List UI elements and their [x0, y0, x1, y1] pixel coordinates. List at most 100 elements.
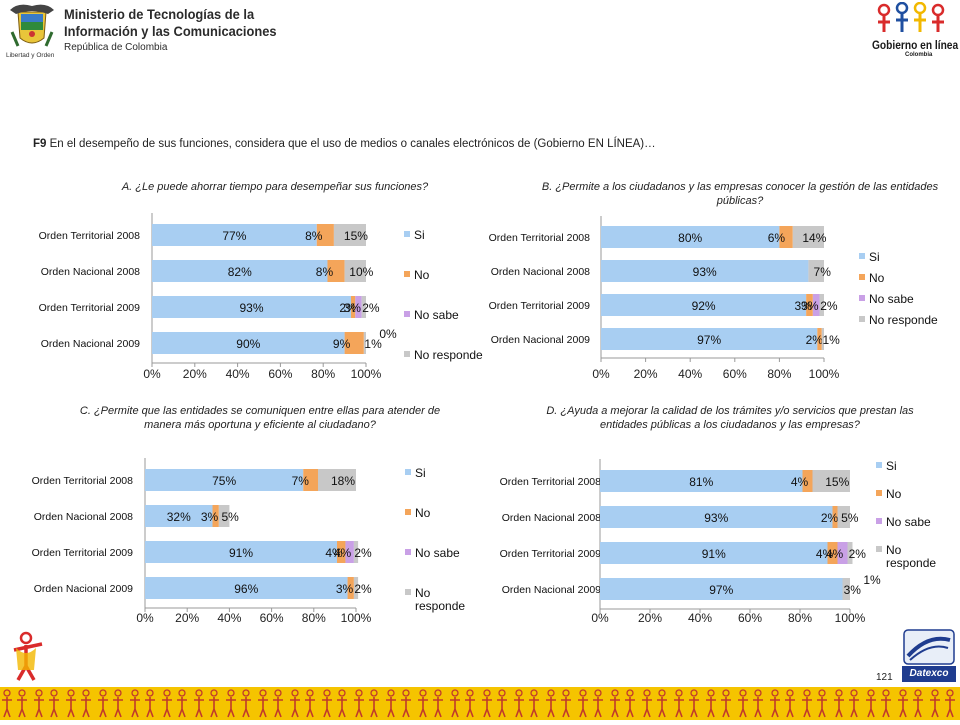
- legend-label: Si: [869, 250, 880, 264]
- legend-swatch: [876, 462, 882, 468]
- x-tick-label: 100%: [351, 367, 382, 381]
- legend-swatch: [404, 271, 410, 277]
- data-label: 96%: [234, 582, 258, 596]
- bar-segment-si: [145, 577, 348, 599]
- legend-swatch: [405, 549, 411, 555]
- legend-label: No: [414, 268, 430, 282]
- company-name: Datexco: [902, 666, 956, 682]
- bar-segment-no-responde: [812, 470, 850, 492]
- legend-swatch: [876, 490, 882, 496]
- data-label: 93%: [239, 301, 263, 315]
- x-tick-label: 80%: [767, 367, 791, 381]
- bar-segment-no: [817, 328, 822, 350]
- question-body: En el desempeño de sus funciones, consid…: [49, 138, 656, 150]
- x-tick-label: 0%: [136, 611, 154, 625]
- gobierno-en-linea-logo-icon: [877, 2, 945, 32]
- chart-d-title: D. ¿Ayuda a mejorar la calidad de los tr…: [546, 405, 914, 431]
- data-label: 3%: [336, 582, 354, 596]
- ministry-logo: Ministerio de Tecnologías de la Informac…: [4, 2, 277, 62]
- legend-swatch: [876, 546, 882, 552]
- legend-swatch: [405, 509, 411, 515]
- footer-band: [0, 687, 960, 720]
- legend-label: No: [869, 271, 885, 285]
- x-tick-label: 60%: [268, 367, 292, 381]
- data-label: 3%: [794, 299, 812, 313]
- motto: Libertad y Orden: [6, 52, 55, 59]
- data-label: 3%: [801, 299, 819, 313]
- bar-segment-si: [152, 296, 352, 318]
- legend-label: No responde: [414, 348, 483, 362]
- data-label: 97%: [709, 583, 733, 597]
- chart-a: 0% 20% 40% 60% 80% 100% Orden Territorial 2008…: [39, 213, 483, 381]
- data-label: 1%: [863, 573, 881, 587]
- bar-segment-no: [827, 542, 838, 564]
- category-label: Orden Territorial 2008: [39, 230, 141, 242]
- data-label: 2%: [339, 301, 357, 315]
- data-label: 81%: [689, 475, 713, 489]
- bar-segment-no: [832, 506, 838, 528]
- legend-swatch: [404, 231, 410, 237]
- brand-country: Colombia: [905, 52, 933, 58]
- ministry-country: República de Colombia: [64, 42, 168, 53]
- category-label: Orden Nacional 2008: [34, 511, 133, 523]
- x-tick-label: 60%: [723, 367, 747, 381]
- bar-segment-no-responde: [837, 506, 850, 528]
- data-label: 75%: [212, 474, 236, 488]
- ministry-name-line1: Ministerio de Tecnologías de la: [64, 6, 255, 22]
- data-label: 2%: [806, 333, 824, 347]
- page-number: 121: [876, 672, 893, 683]
- data-label: 92%: [692, 299, 716, 313]
- legend-label: Si: [415, 466, 426, 480]
- legend-swatch: [404, 351, 410, 357]
- category-label: Orden Nacional 2009: [491, 334, 590, 346]
- chart-c-title: C. ¿Permite que las entidades se comuniq…: [79, 405, 441, 431]
- bar-segment-si: [145, 541, 338, 563]
- bar-segment-no-responde: [821, 328, 824, 350]
- category-label: Orden Territorial 2009: [39, 302, 141, 314]
- bar-segment-no-responde: [218, 505, 230, 527]
- data-label: 8%: [316, 265, 334, 279]
- legend-label: responde: [886, 556, 936, 570]
- category-label: Orden Territorial 2009: [489, 300, 591, 312]
- data-label: 2%: [820, 299, 838, 313]
- bar-segment-no-responde: [808, 260, 824, 282]
- legend-label: Si: [886, 459, 897, 473]
- bar-segment-si: [152, 224, 317, 246]
- data-label: 82%: [228, 265, 252, 279]
- category-label: Orden Nacional 2008: [491, 266, 590, 278]
- data-label: 97%: [697, 333, 721, 347]
- x-tick-label: 40%: [226, 367, 250, 381]
- bar-segment-si: [600, 506, 833, 528]
- data-label: 32%: [167, 510, 191, 524]
- brand-name: Gobierno en línea: [872, 38, 959, 52]
- data-label: 2%: [821, 511, 839, 525]
- bar-segment-si: [600, 470, 803, 492]
- bar-segment-si: [601, 328, 818, 350]
- bar-segment-no: [802, 470, 813, 492]
- chart-b-title: B. ¿Permite a los ciudadanos y las empre…: [541, 181, 939, 207]
- data-label: 9%: [333, 337, 351, 351]
- bar-segment-no-responde: [363, 332, 366, 354]
- data-label: 15%: [825, 475, 849, 489]
- people-pattern-icon: [0, 687, 960, 720]
- bar-segment-no-sabe: [812, 294, 820, 316]
- data-label: 3%: [344, 301, 362, 315]
- bar-segment-si: [152, 332, 345, 354]
- data-label: 7%: [814, 265, 832, 279]
- bar-segment-no: [303, 469, 319, 491]
- category-label: Orden Territorial 2009: [32, 547, 134, 559]
- bar-segment-si: [600, 542, 828, 564]
- bar-segment-no: [779, 226, 793, 248]
- legend-swatch: [405, 469, 411, 475]
- data-label: 91%: [702, 547, 726, 561]
- x-tick-label: 80%: [302, 611, 326, 625]
- data-label: 4%: [791, 475, 809, 489]
- data-label: 4%: [826, 547, 844, 561]
- category-label: Orden Territorial 2008: [500, 476, 602, 488]
- legend-label: No responde: [869, 313, 938, 327]
- legend-swatch: [859, 316, 865, 322]
- bar-segment-no-responde: [847, 542, 853, 564]
- bar-segment-si: [145, 469, 304, 491]
- bar-segment-no: [212, 505, 219, 527]
- bar-segment-si: [600, 578, 843, 600]
